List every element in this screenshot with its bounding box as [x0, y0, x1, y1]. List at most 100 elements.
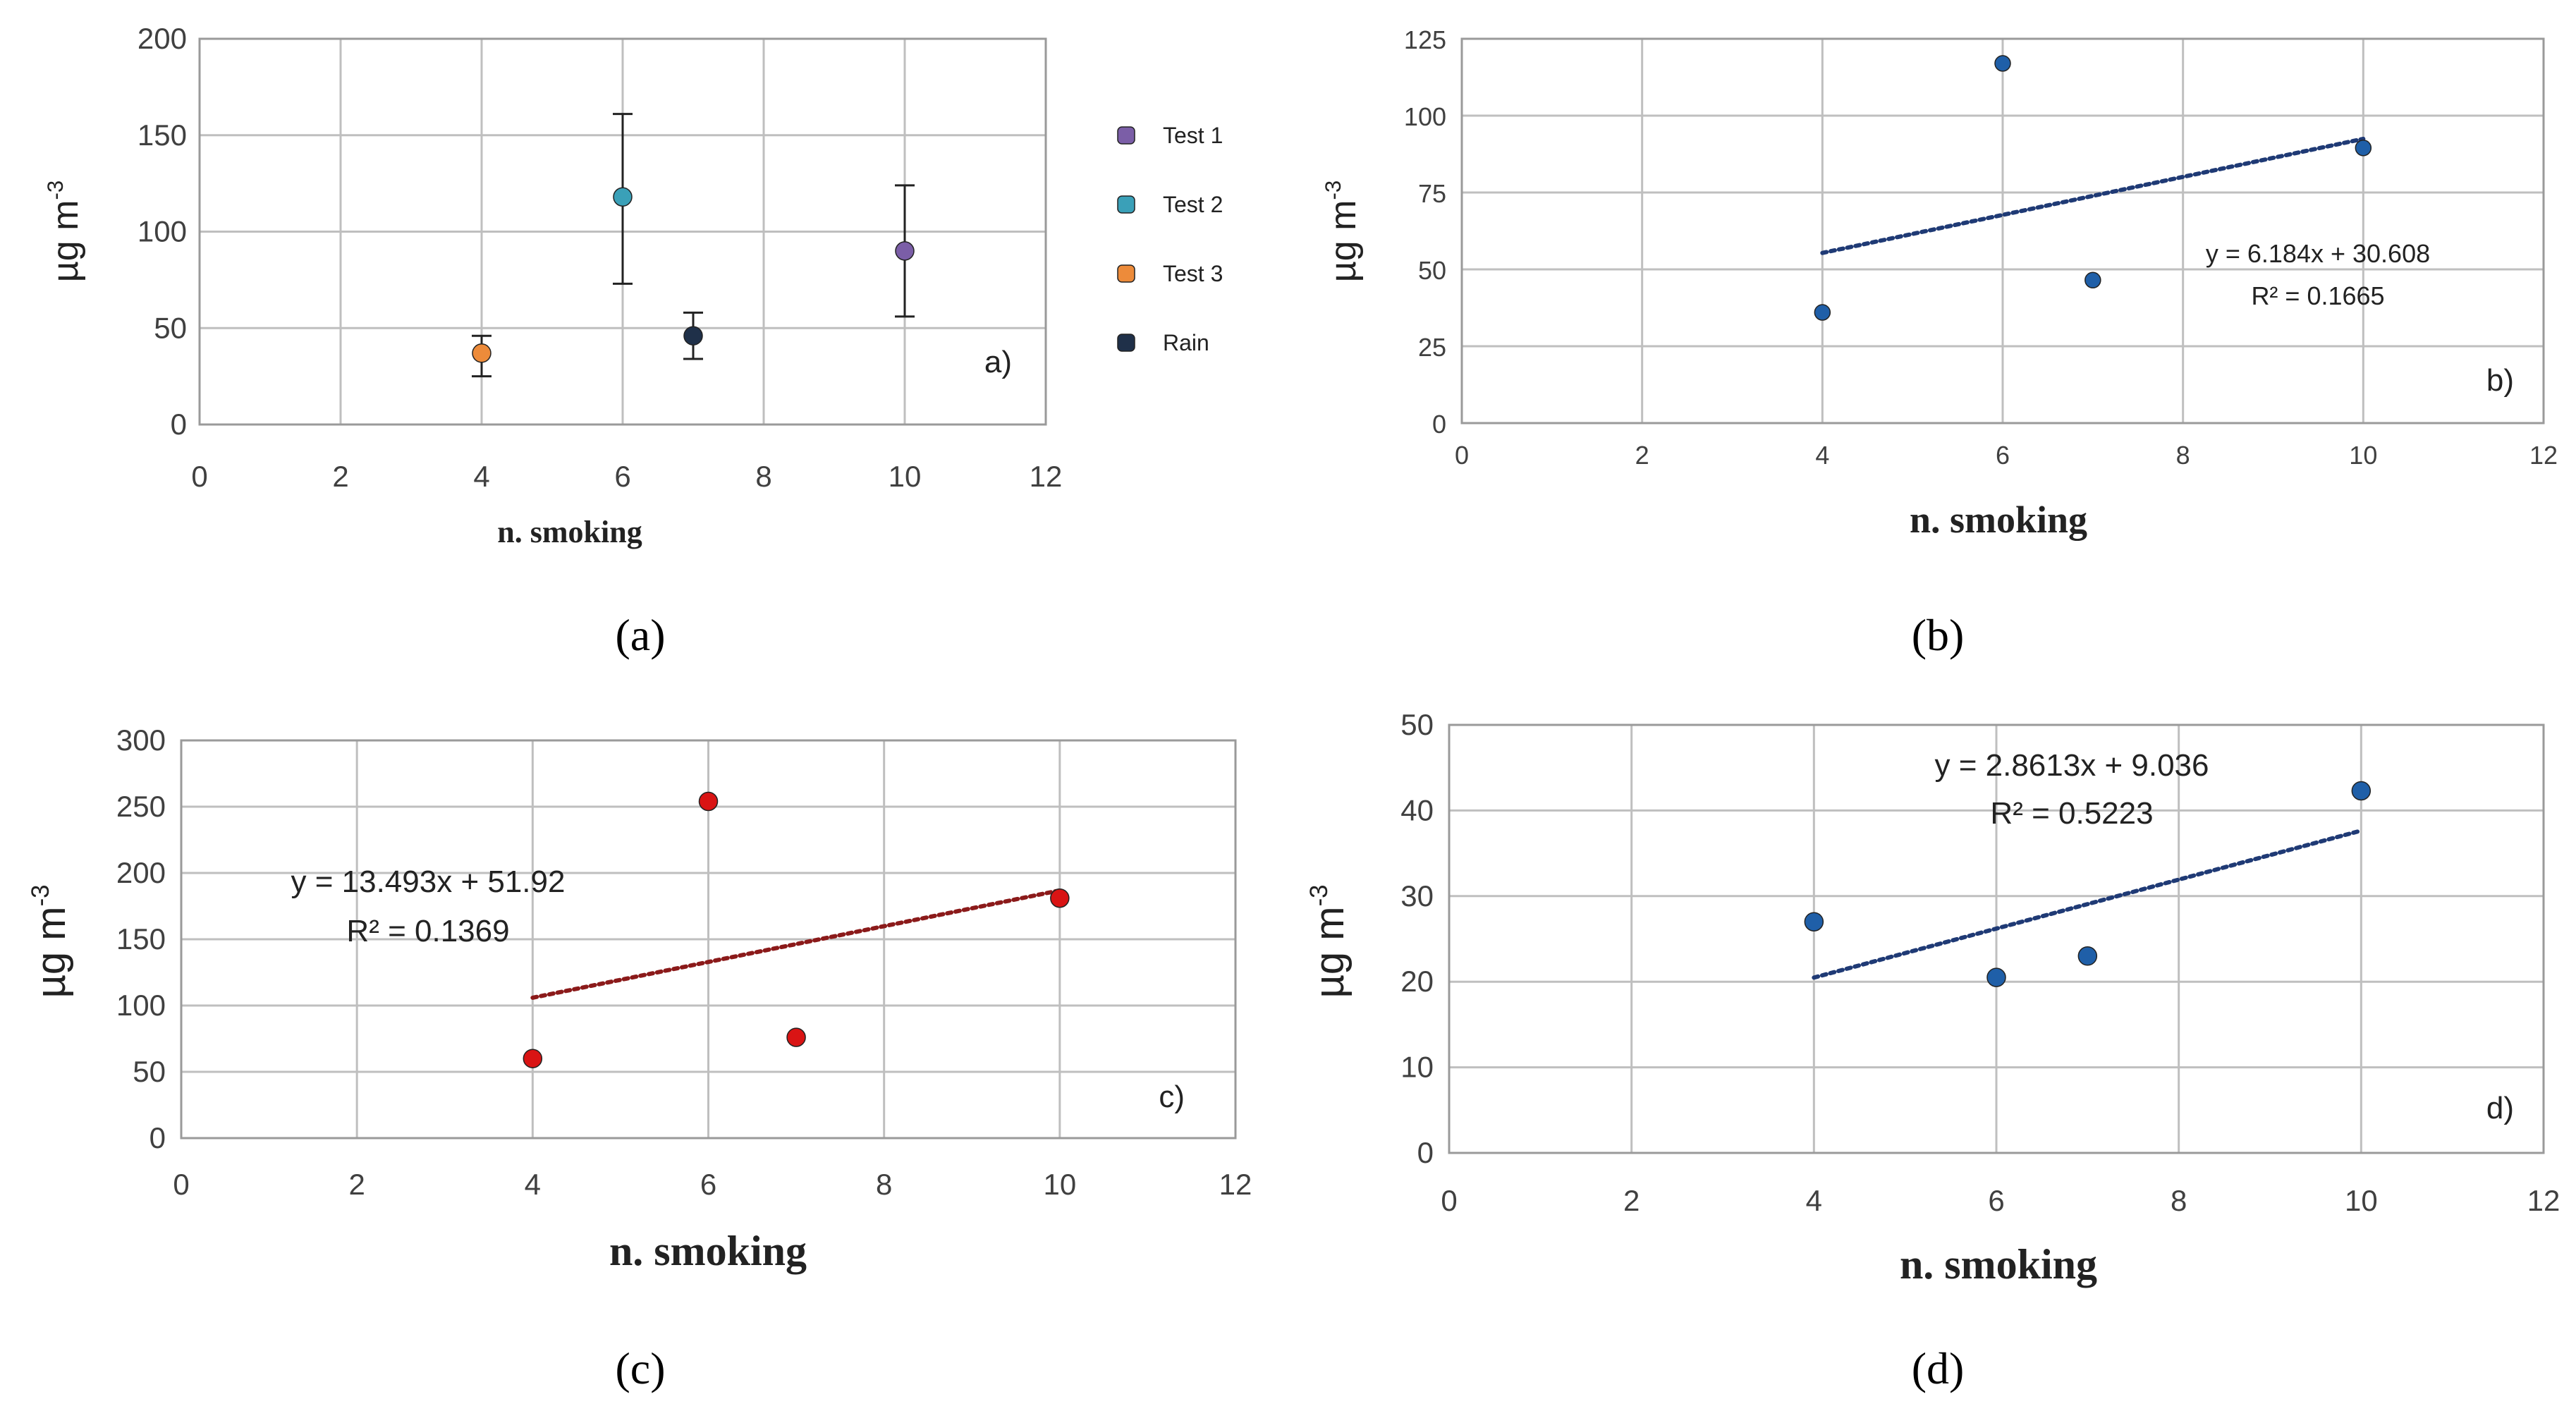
- x-tick-label: 0: [191, 460, 207, 493]
- y-tick-label: 40: [1400, 793, 1434, 826]
- y-axis-label-sup: -3: [43, 181, 68, 200]
- y-axis-label-main: µg m: [1323, 200, 1364, 283]
- x-tick-label: 12: [2527, 1184, 2560, 1217]
- data-point: [2355, 140, 2372, 157]
- y-tick-label: 50: [133, 1055, 166, 1088]
- trendline-equation: y = 13.493x + 51.92: [291, 865, 566, 899]
- chart-panel-a: 0 2 4 6 8 10 12 0 50 100 150 200 n. smoking µg m-3 Tes…: [43, 22, 1223, 660]
- y-tick-label: 200: [116, 856, 166, 889]
- x-tick-label: 12: [1030, 460, 1063, 493]
- x-tick-label: 10: [889, 460, 922, 493]
- x-tick-label: 6: [614, 460, 630, 493]
- data-point: [895, 241, 915, 261]
- x-tick-label: 8: [876, 1168, 892, 1201]
- data-point: [786, 1027, 806, 1047]
- y-axis-label-main: µg m: [45, 200, 86, 283]
- x-tick-label: 6: [700, 1168, 716, 1201]
- y-axis-label-sup: -3: [27, 884, 54, 906]
- r-squared-label: R² = 0.5223: [1990, 796, 2153, 831]
- y-axis-label-sup: -3: [1321, 181, 1345, 200]
- x-tick-label: 6: [1996, 441, 2010, 470]
- panel-corner-label: d): [2486, 1091, 2514, 1125]
- y-tick-label: 300: [116, 723, 166, 757]
- x-tick-label: 0: [173, 1168, 189, 1201]
- y-tick-label: 0: [149, 1121, 166, 1154]
- trendline: [1820, 136, 2366, 255]
- r-squared-label: R² = 0.1369: [346, 914, 509, 948]
- x-tick-label: 2: [332, 460, 348, 493]
- x-tick-label: 4: [1806, 1184, 1822, 1217]
- y-tick-label: 0: [1417, 1136, 1434, 1169]
- panel-caption: (c): [615, 1343, 665, 1393]
- x-tick-label: 10: [1043, 1168, 1076, 1201]
- y-axis-label: µg m-3: [1321, 181, 1364, 282]
- x-tick-label: 12: [1219, 1168, 1252, 1201]
- x-tick-label: 6: [1988, 1184, 2004, 1217]
- x-axis-label: n. smoking: [1910, 499, 2087, 541]
- data-point: [1986, 967, 2006, 987]
- x-tick-label: 10: [2349, 441, 2377, 470]
- y-axis-label: µg m-3: [43, 181, 86, 282]
- y-axis-label: µg m-3: [27, 884, 74, 998]
- x-tick-label: 12: [2529, 441, 2558, 470]
- plot-area: [180, 739, 1237, 1140]
- data-point: [1814, 304, 1831, 321]
- panel-caption: (b): [1912, 610, 1965, 660]
- plot-area: [1448, 723, 2545, 1154]
- x-tick-label: 4: [473, 460, 489, 493]
- y-tick-label: 0: [171, 408, 187, 441]
- y-tick-label: 30: [1400, 879, 1434, 912]
- data-point: [2351, 781, 2371, 801]
- panel-corner-label: b): [2486, 363, 2514, 398]
- plot-area: [198, 37, 1047, 426]
- data-point: [1050, 888, 1070, 908]
- y-tick-label: 50: [1400, 708, 1434, 741]
- x-axis-label: n. smoking: [497, 515, 642, 549]
- data-point: [2077, 946, 2098, 966]
- panel-corner-label: a): [984, 345, 1012, 379]
- y-tick-label: 0: [1432, 410, 1446, 439]
- panel-caption: (d): [1912, 1343, 1965, 1393]
- y-tick-label: 100: [138, 215, 187, 248]
- data-point: [698, 791, 719, 812]
- x-tick-label: 2: [348, 1168, 365, 1201]
- y-axis-label-main: µg m: [1307, 906, 1353, 998]
- y-axis-label-sup: -3: [1305, 884, 1333, 906]
- x-tick-label: 8: [2176, 441, 2190, 470]
- x-axis-label: n. smoking: [609, 1228, 807, 1274]
- data-point: [472, 343, 492, 363]
- data-point: [683, 326, 703, 346]
- y-axis-label-main: µg m: [28, 906, 74, 998]
- x-tick-label: 2: [1635, 441, 1649, 470]
- data-point: [2084, 271, 2101, 289]
- trendline-equation: y = 2.8613x + 9.036: [1935, 748, 2209, 783]
- y-tick-label: 150: [116, 922, 166, 955]
- x-axis-label: n. smoking: [1900, 1241, 2097, 1288]
- y-tick-label: 250: [116, 790, 166, 823]
- y-tick-label: 75: [1418, 179, 1446, 208]
- x-tick-label: 0: [1455, 441, 1469, 470]
- panel-corner-label: c): [1159, 1080, 1185, 1114]
- y-tick-label: 100: [116, 989, 166, 1022]
- x-tick-label: 8: [755, 460, 771, 493]
- data-point: [1994, 55, 2011, 72]
- data-point: [523, 1049, 543, 1068]
- chart-panel-d: 0 2 4 6 8 10 12 0 10 20 30 40 50 n. smoking µg m-3 y = …: [1305, 708, 2560, 1393]
- panel-caption: (a): [615, 610, 665, 660]
- chart-panel-b: 0 2 4 6 8 10 12 0 25 50 75 100 125 n. smoking µg m-3 y …: [1321, 25, 2558, 660]
- x-tick-label: 4: [525, 1168, 541, 1201]
- legend-marker: [1117, 126, 1135, 145]
- legend-label: Test 3: [1163, 261, 1223, 286]
- r-squared-label: R² = 0.1665: [2251, 281, 2384, 310]
- trendline: [1812, 828, 2364, 980]
- x-tick-label: 4: [1815, 441, 1829, 470]
- x-tick-label: 10: [2345, 1184, 2378, 1217]
- y-tick-label: 50: [1418, 256, 1446, 285]
- legend-marker: [1117, 195, 1135, 214]
- y-tick-label: 150: [138, 118, 187, 152]
- legend-label: Test 1: [1163, 123, 1223, 148]
- x-tick-label: 2: [1623, 1184, 1640, 1217]
- y-tick-label: 100: [1404, 102, 1446, 131]
- legend-label: Rain: [1163, 330, 1209, 355]
